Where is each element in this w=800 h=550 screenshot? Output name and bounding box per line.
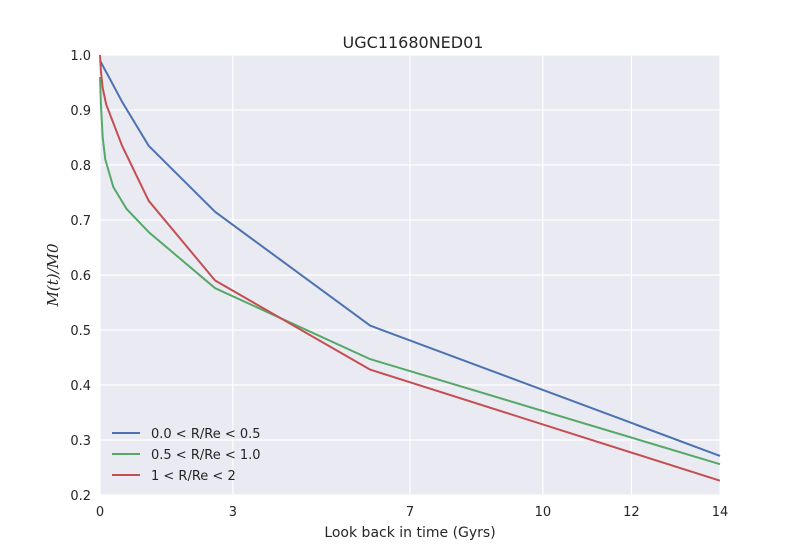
y-tick-label: 0.3 <box>70 434 91 449</box>
y-tick-label: 0.8 <box>70 159 91 174</box>
legend-label: 1 < R/Re < 2 <box>151 469 236 484</box>
grid <box>99 54 721 496</box>
legend-label: 0.5 < R/Re < 1.0 <box>151 448 261 463</box>
series-line-1 <box>99 60 721 457</box>
y-axis-label: M(t)/M0 <box>44 243 62 308</box>
y-tick-labels: 0.2 0.3 0.4 0.5 0.6 0.7 0.8 0.9 1.0 <box>70 49 91 504</box>
x-tick-label: 10 <box>535 505 552 520</box>
y-tick-label: 0.6 <box>70 269 91 284</box>
series-line-3 <box>99 54 721 482</box>
legend: 0.0 < R/Re < 0.5 0.5 < R/Re < 1.0 1 < R/Re… <box>112 427 261 484</box>
y-tick-label: 0.7 <box>70 214 91 229</box>
x-axis-label: Look back in time (Gyrs) <box>324 525 495 541</box>
x-tick-labels: 0 3 7 10 12 14 <box>96 505 728 520</box>
chart-title: UGC11680NED01 <box>343 33 484 52</box>
x-tick-label: 12 <box>623 505 640 520</box>
x-tick-label: 7 <box>406 505 414 520</box>
legend-label: 0.0 < R/Re < 0.5 <box>151 427 261 442</box>
y-tick-label: 0.2 <box>70 489 91 504</box>
y-tick-label: 0.5 <box>70 324 91 339</box>
series-lines <box>99 54 721 482</box>
y-tick-label: 1.0 <box>70 49 91 64</box>
x-tick-label: 14 <box>712 505 729 520</box>
y-tick-label: 0.4 <box>70 379 91 394</box>
y-tick-label: 0.9 <box>70 104 91 119</box>
x-tick-label: 3 <box>229 505 237 520</box>
x-tick-label: 0 <box>96 505 104 520</box>
series-line-2 <box>99 76 721 466</box>
